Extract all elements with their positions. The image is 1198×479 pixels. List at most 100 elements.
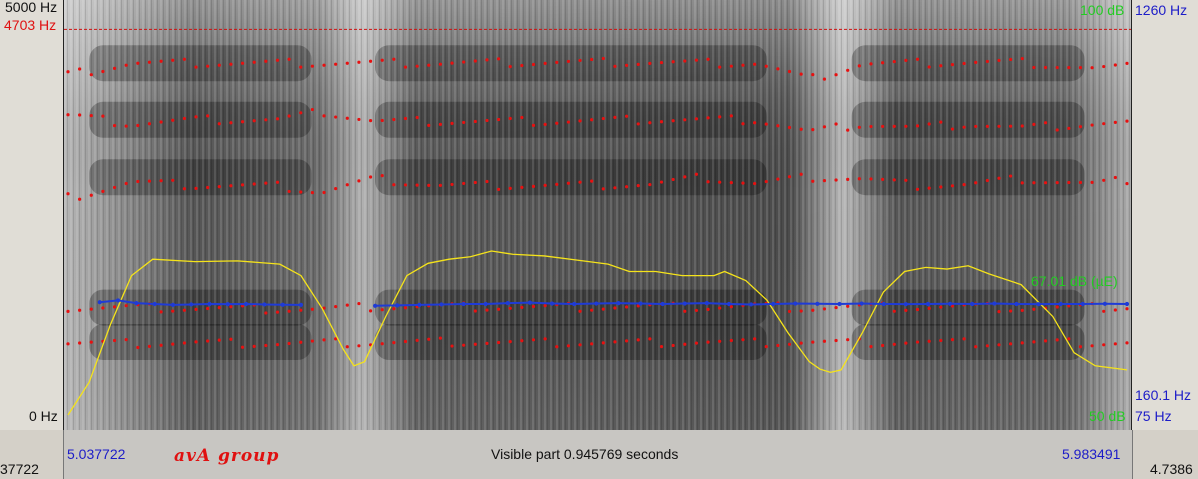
formant-point-f3 xyxy=(1055,338,1059,342)
formant-point-f4 xyxy=(415,115,419,120)
formant-point-f1 xyxy=(729,181,733,185)
formant-point-f4 xyxy=(182,116,186,121)
formant-point-f5 xyxy=(741,63,745,67)
spectrogram-svg[interactable] xyxy=(64,0,1131,430)
pitch-point xyxy=(417,302,422,307)
formant-point-f5 xyxy=(1113,63,1117,67)
pitch-point xyxy=(395,303,400,308)
formant-point-f3 xyxy=(997,343,1001,347)
formant-point-f5 xyxy=(229,62,233,66)
pitch-point xyxy=(527,300,533,305)
formant-point-f5 xyxy=(578,58,582,63)
pitch-point xyxy=(594,301,599,306)
formant-point-f3 xyxy=(648,337,652,341)
formant-point-f3 xyxy=(927,339,931,343)
pitch-point xyxy=(815,301,820,306)
left-time-cell[interactable] xyxy=(0,430,64,479)
watermark-text: avA group xyxy=(174,446,280,466)
formant-point-f4 xyxy=(566,120,571,124)
formant-point-f5 xyxy=(962,61,966,66)
formant-point-f1 xyxy=(1020,181,1024,185)
pitch-point xyxy=(992,301,997,306)
pitch-point xyxy=(505,300,510,306)
visible-range-bar[interactable] xyxy=(64,430,1132,479)
formant-point-f4 xyxy=(950,127,955,131)
pitch-point xyxy=(970,301,975,307)
formant-point-f4 xyxy=(1113,120,1117,124)
formant-point-f3 xyxy=(334,337,338,341)
formant-point-f5 xyxy=(101,69,105,74)
formant-point-f1 xyxy=(555,182,559,186)
formant-point-f3 xyxy=(473,342,477,346)
formant-point-f4 xyxy=(799,127,803,131)
formant-point-f1 xyxy=(741,181,745,185)
formant-point-f3 xyxy=(78,341,82,345)
right-time-cell[interactable] xyxy=(1132,430,1198,479)
formant-point-f3 xyxy=(985,344,989,348)
formant-point-f3 xyxy=(217,338,221,342)
visible-end-time: 5.983491 xyxy=(1062,446,1121,462)
pitch-point xyxy=(549,301,555,306)
formant-point-f1 xyxy=(78,197,82,201)
formant-point-f1 xyxy=(950,184,955,188)
formant-point-f5 xyxy=(613,64,617,68)
formant-point-f4 xyxy=(252,119,256,123)
formant-point-f4 xyxy=(648,121,652,125)
formant-point-f1 xyxy=(334,187,338,191)
formant-point-f3 xyxy=(124,338,128,342)
pitch-point xyxy=(660,301,665,307)
formant-point-f4 xyxy=(403,116,408,121)
formant-point-f1 xyxy=(287,189,291,194)
freq-min-label: 0 Hz xyxy=(29,408,58,424)
formant-point-f2 xyxy=(1055,305,1059,309)
formant-point-f3 xyxy=(671,343,675,348)
pitch-point xyxy=(947,301,953,306)
formant-point-f5 xyxy=(974,60,978,64)
formant-point-f5 xyxy=(1125,61,1129,65)
formant-point-f5 xyxy=(787,69,792,74)
formant-point-f1 xyxy=(543,183,547,187)
formant-point-f1 xyxy=(927,186,931,190)
formant-point-f4 xyxy=(869,124,873,129)
pitch-max-label: 1260 Hz xyxy=(1135,2,1188,18)
spectrogram-panel[interactable] xyxy=(63,0,1132,430)
formant-point-f2 xyxy=(66,309,70,313)
formant-point-f5 xyxy=(171,58,175,62)
formant-point-f3 xyxy=(240,345,245,349)
formant-point-f5 xyxy=(508,65,512,69)
formant-point-f4 xyxy=(520,115,524,120)
formant-point-f4 xyxy=(112,123,117,128)
formant-point-f2 xyxy=(322,306,326,310)
formant-point-f5 xyxy=(380,58,384,62)
formant-point-f5 xyxy=(206,64,210,68)
formant-point-f1 xyxy=(240,183,245,187)
formant-point-f3 xyxy=(264,343,268,348)
formant-point-f4 xyxy=(159,120,163,124)
formant-point-f1 xyxy=(659,180,664,184)
formant-point-f3 xyxy=(252,344,256,348)
formant-point-f2 xyxy=(822,307,827,311)
formant-point-f2 xyxy=(334,305,338,309)
formant-point-f5 xyxy=(694,58,699,62)
formant-point-f2 xyxy=(496,307,501,311)
formant-point-f4 xyxy=(1102,122,1106,126)
formant-point-f5 xyxy=(753,62,757,66)
formant-point-f4 xyxy=(776,124,780,128)
formant-point-f2 xyxy=(229,305,233,309)
formant-point-f4 xyxy=(659,120,664,124)
pitch-segment-0 xyxy=(99,299,301,306)
formant-point-f1 xyxy=(531,184,536,188)
formant-point-f4 xyxy=(345,116,349,120)
formant-point-f1 xyxy=(485,179,489,184)
formant-point-f2 xyxy=(485,308,489,312)
pitch-point xyxy=(152,301,157,307)
formant-point-f1 xyxy=(380,174,384,178)
formant-point-f3 xyxy=(915,340,920,344)
formant-point-f1 xyxy=(1032,181,1036,185)
formant-point-f1 xyxy=(706,180,710,184)
formant-point-f2 xyxy=(1125,307,1129,311)
formant-point-f3 xyxy=(508,339,512,344)
formant-point-f5 xyxy=(147,60,152,64)
formant-point-f4 xyxy=(229,121,233,125)
formant-point-f1 xyxy=(613,186,617,190)
